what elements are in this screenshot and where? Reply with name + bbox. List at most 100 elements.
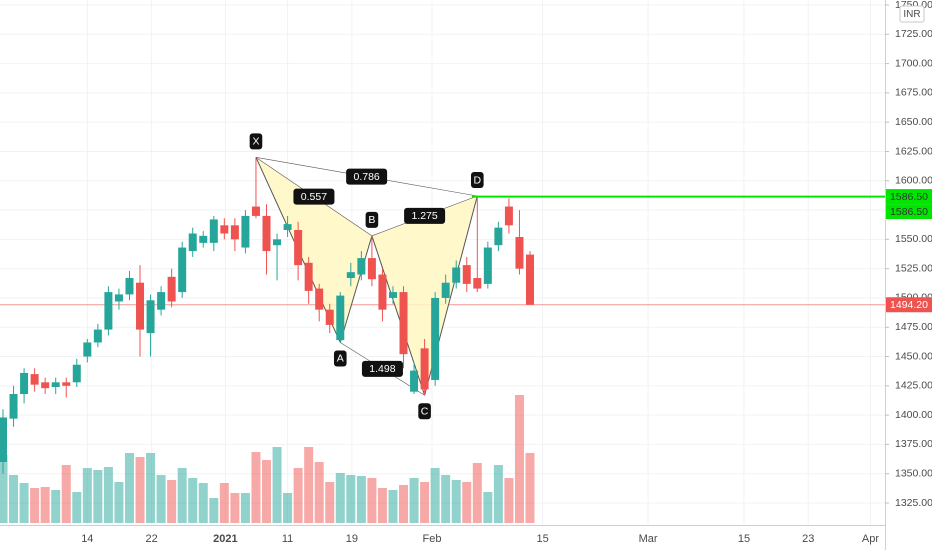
y-tick-label: 1400.00 xyxy=(895,409,932,421)
candle-body xyxy=(199,235,208,243)
y-tick-label: 1675.00 xyxy=(895,87,932,99)
candle-body xyxy=(41,382,50,389)
volume-bar xyxy=(82,468,92,523)
candle-body xyxy=(104,292,113,330)
volume-bar xyxy=(325,482,335,523)
candle-body xyxy=(283,224,292,230)
ratio-label-box xyxy=(404,207,446,224)
volume-bar xyxy=(367,478,377,523)
point-label-box xyxy=(418,403,431,420)
volume-bar xyxy=(135,457,145,523)
volume-bar xyxy=(188,478,198,523)
volume-bar xyxy=(209,498,219,523)
volume-bar xyxy=(177,468,187,523)
volume-bar xyxy=(304,447,314,523)
volume-bar xyxy=(167,480,177,523)
candle-body xyxy=(209,219,218,243)
price-tag-box xyxy=(886,297,932,313)
ratio-label: 0.557 xyxy=(301,191,327,203)
candle-body xyxy=(420,348,429,390)
x-tick-label: Apr xyxy=(862,533,879,545)
candle-body xyxy=(72,364,81,383)
candle-body xyxy=(0,417,7,462)
pattern-fill xyxy=(371,195,478,396)
y-tick-label: 1425.00 xyxy=(895,380,932,392)
candle-body xyxy=(526,254,534,305)
ratio-label: 0.786 xyxy=(353,171,379,183)
volume-bar xyxy=(472,463,482,523)
y-tick-label: 1600.00 xyxy=(895,175,932,187)
candle-body xyxy=(157,292,166,310)
x-tick-label: 23 xyxy=(802,533,814,545)
point-label: D xyxy=(474,174,482,186)
candle-body xyxy=(125,278,134,295)
candle-body xyxy=(273,239,282,246)
candle-body xyxy=(262,215,271,252)
ratio-label-box xyxy=(346,168,388,185)
volume-bar xyxy=(514,395,524,523)
price-tag-label: 1494.20 xyxy=(890,299,928,311)
point-label-box xyxy=(249,133,263,150)
volume-bar xyxy=(61,465,71,523)
candle-body xyxy=(167,276,176,302)
volume-bar xyxy=(219,483,229,523)
candle-body xyxy=(136,282,145,330)
ratio-label-box xyxy=(361,360,403,377)
candle-body xyxy=(357,258,366,275)
candle-body xyxy=(220,225,229,234)
candle-body xyxy=(473,278,482,289)
x-tick-label: Mar xyxy=(639,533,658,545)
y-tick-label: 1450.00 xyxy=(895,350,932,362)
candle-body xyxy=(346,272,355,279)
ratio-label: 1.275 xyxy=(411,210,437,222)
point-label-box xyxy=(471,171,484,188)
candle-body xyxy=(188,233,197,252)
volume-bar xyxy=(40,487,50,523)
currency-label: INR xyxy=(903,9,920,20)
volume-bar xyxy=(240,493,250,523)
point-label-box xyxy=(333,350,347,367)
volume-bar xyxy=(30,488,40,523)
point-label: C xyxy=(421,405,429,417)
candle-body xyxy=(367,258,376,280)
candle-body xyxy=(241,215,250,248)
price-tag-label: 1586.50 xyxy=(890,206,928,218)
y-tick-label: 1650.00 xyxy=(895,116,932,128)
y-tick-label: 1625.00 xyxy=(895,145,932,157)
volume-bar xyxy=(409,478,419,523)
candle-body xyxy=(336,295,345,341)
volume-bar xyxy=(504,478,514,523)
volume-bar xyxy=(51,490,61,523)
candle-body xyxy=(230,225,239,240)
candle-body xyxy=(483,247,492,284)
volume-bar xyxy=(441,475,451,523)
pattern-line xyxy=(339,235,373,343)
point-label: X xyxy=(252,136,259,148)
volume-bar xyxy=(451,480,461,523)
candle-body xyxy=(504,206,513,226)
price-tag-box xyxy=(886,189,932,205)
volume-bar xyxy=(19,483,29,523)
candle-body xyxy=(388,292,397,298)
volume-bar xyxy=(124,453,134,523)
volume-bar xyxy=(9,475,19,523)
candle-body xyxy=(378,274,387,310)
volume-bar xyxy=(346,475,356,523)
candle-body xyxy=(62,382,71,386)
candle-body xyxy=(30,374,39,385)
ratio-label-box xyxy=(293,188,335,205)
point-label: A xyxy=(337,353,344,365)
x-tick-label: 22 xyxy=(145,533,157,545)
y-tick-label: 1700.00 xyxy=(895,57,932,69)
y-tick-label: 1550.00 xyxy=(895,233,932,245)
candle-body xyxy=(178,247,187,293)
point-label-box xyxy=(365,211,379,228)
candle-body xyxy=(114,294,123,302)
ratio-label: 1.498 xyxy=(369,363,395,375)
pattern-line xyxy=(371,235,426,396)
y-tick-label: 1475.00 xyxy=(895,321,932,333)
y-tick-label: 1350.00 xyxy=(895,467,932,479)
candle-body xyxy=(431,297,440,380)
y-tick-label: 1325.00 xyxy=(895,497,932,509)
volume-bar xyxy=(283,493,293,523)
